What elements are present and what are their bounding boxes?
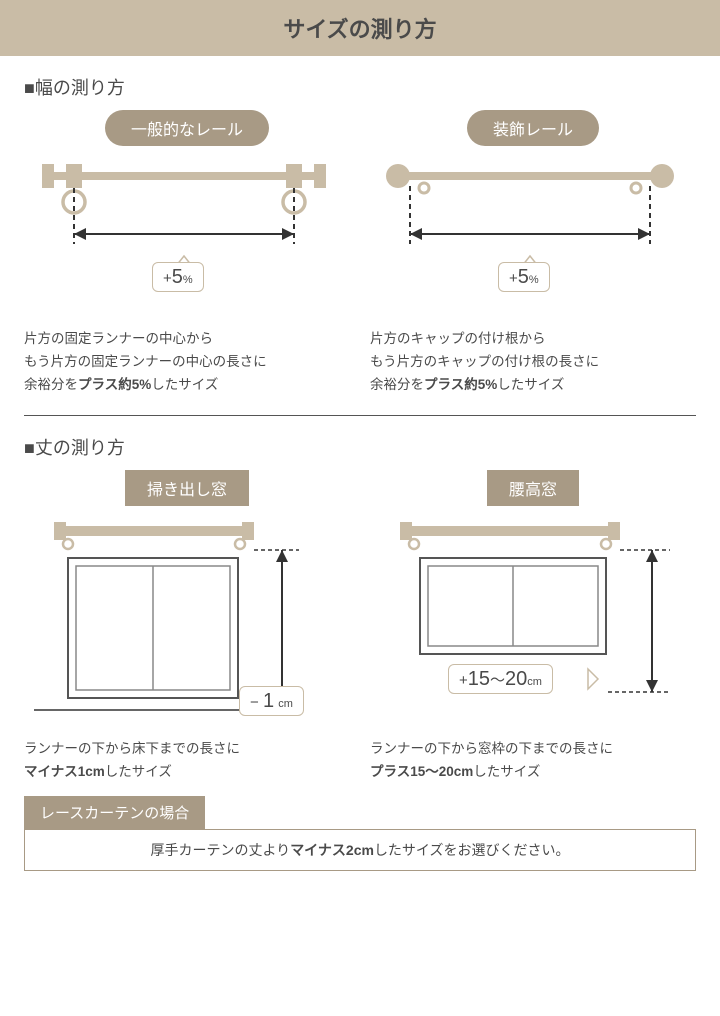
dr3a: 余裕分を bbox=[370, 377, 424, 392]
dr1: 片方のキャップの付け根から bbox=[370, 331, 546, 346]
length-left-badge: − 1 cm bbox=[239, 686, 304, 716]
badge-unit: % bbox=[529, 274, 539, 286]
dl1: 片方の固定ランナーの中心から bbox=[24, 331, 213, 346]
dl3c: したサイズ bbox=[151, 377, 218, 392]
badge-unit: % bbox=[183, 274, 193, 286]
width-left-desc: 片方の固定ランナーの中心から もう片方の固定ランナーの中心の長さに 余裕分をプラ… bbox=[24, 328, 350, 397]
badge-num: 1 bbox=[263, 690, 274, 712]
badge-unit: cm bbox=[527, 676, 542, 688]
length-heading: ■丈の測り方 bbox=[24, 434, 720, 460]
standard-rail-diagram: +5% bbox=[24, 154, 350, 324]
badge-num: 5 bbox=[518, 266, 529, 288]
badge-num: 15 bbox=[468, 668, 490, 690]
dr2: もう片方のキャップの付け根の長さに bbox=[370, 354, 599, 369]
standard-rail-label: 一般的なレール bbox=[105, 110, 269, 146]
badge-prefix: + bbox=[509, 270, 518, 287]
badge-prefix: − bbox=[250, 694, 259, 711]
length-floor-col: 掃き出し窓 bbox=[24, 470, 350, 784]
waist-window-label: 腰高窓 bbox=[487, 470, 579, 506]
width-heading: ■幅の測り方 bbox=[24, 74, 720, 100]
dl3b: プラス約5% bbox=[78, 377, 151, 392]
length-right-badge: +15〜20cm bbox=[448, 664, 553, 694]
dl2: もう片方の固定ランナーの中心の長さに bbox=[24, 354, 267, 369]
lace-header: レースカーテンの場合 bbox=[24, 796, 205, 829]
width-right-badge: +5% bbox=[498, 262, 550, 292]
lace-note: 厚手カーテンの丈よりマイナス2cmしたサイズをお選びください。 bbox=[24, 829, 696, 871]
decorative-rail-diagram: +5% bbox=[370, 154, 696, 324]
page-title: サイズの測り方 bbox=[0, 0, 720, 56]
badge-mid: 〜 bbox=[490, 672, 505, 689]
lr2b: したサイズ bbox=[473, 764, 540, 779]
width-decorative-col: 装飾レール +5% bbox=[370, 110, 696, 397]
lr2a: プラス15〜20cm bbox=[370, 764, 473, 779]
badge-prefix: + bbox=[163, 270, 172, 287]
divider bbox=[24, 415, 696, 416]
length-left-desc: ランナーの下から床下までの長さに マイナス1cmしたサイズ bbox=[24, 738, 350, 784]
width-left-badge: +5% bbox=[152, 262, 204, 292]
width-row: 一般的なレール bbox=[0, 110, 720, 397]
floor-window-label: 掃き出し窓 bbox=[125, 470, 249, 506]
dl3a: 余裕分を bbox=[24, 377, 78, 392]
floor-window-diagram: − 1 cm bbox=[24, 514, 350, 734]
ll2a: マイナス1cm bbox=[24, 764, 105, 779]
lace-b: マイナス2cm bbox=[290, 842, 374, 858]
ll1: ランナーの下から床下までの長さに bbox=[24, 741, 240, 756]
ll2b: したサイズ bbox=[105, 764, 172, 779]
lace-c: したサイズをお選びください。 bbox=[374, 842, 570, 858]
badge-prefix: + bbox=[459, 672, 468, 689]
dr3c: したサイズ bbox=[497, 377, 564, 392]
width-standard-col: 一般的なレール bbox=[24, 110, 350, 397]
badge-num: 5 bbox=[172, 266, 183, 288]
waist-window-diagram: +15〜20cm bbox=[370, 514, 696, 734]
badge-unit: cm bbox=[278, 698, 293, 710]
lace-a: 厚手カーテンの丈より bbox=[150, 842, 290, 858]
badge-num2: 20 bbox=[505, 668, 527, 690]
width-right-desc: 片方のキャップの付け根から もう片方のキャップの付け根の長さに 余裕分をプラス約… bbox=[370, 328, 696, 397]
dr3b: プラス約5% bbox=[424, 377, 497, 392]
length-right-desc: ランナーの下から窓枠の下までの長さに プラス15〜20cmしたサイズ bbox=[370, 738, 696, 784]
length-waist-col: 腰高窓 bbox=[370, 470, 696, 784]
decorative-rail-label: 装飾レール bbox=[467, 110, 599, 146]
length-row: 掃き出し窓 bbox=[0, 470, 720, 784]
lr1: ランナーの下から窓枠の下までの長さに bbox=[370, 741, 613, 756]
